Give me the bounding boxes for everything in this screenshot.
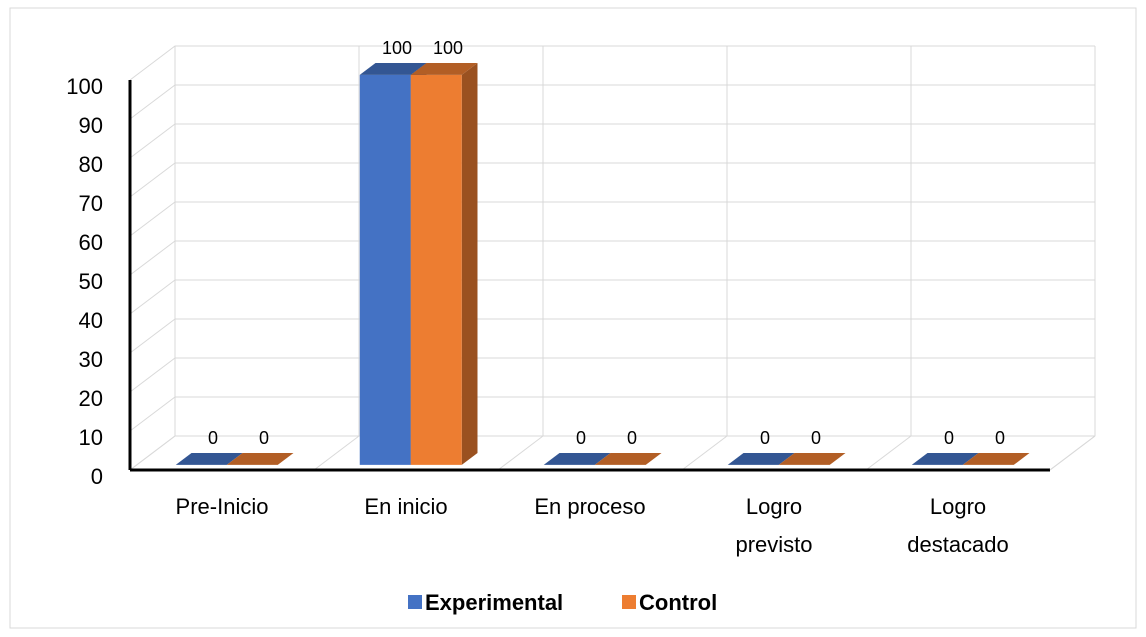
bar (543, 453, 611, 465)
grid-line (129, 123, 1095, 159)
bar (911, 453, 979, 465)
data-label: 0 (944, 428, 954, 448)
bar (226, 453, 294, 465)
bar (962, 453, 1030, 465)
grid-line (129, 357, 1095, 393)
data-label: 0 (259, 428, 269, 448)
data-label: 0 (576, 428, 586, 448)
y-tick-label: 60 (79, 230, 103, 255)
grid-line (129, 162, 1095, 198)
floor-line (313, 435, 360, 471)
y-tick-label: 40 (79, 308, 103, 333)
bar-top (911, 453, 979, 465)
y-tick-label: 10 (79, 425, 103, 450)
grid-line (129, 396, 1095, 432)
bar (410, 63, 478, 465)
x-tick-label: Logro previsto (735, 494, 812, 557)
y-tick-label: 70 (79, 191, 103, 216)
bar (778, 453, 846, 465)
bar-top (226, 453, 294, 465)
floor-line (497, 435, 544, 471)
data-label: 0 (995, 428, 1005, 448)
bar (594, 453, 662, 465)
legend-swatch (622, 595, 636, 609)
y-tick-label: 20 (79, 386, 103, 411)
y-tick-label: 30 (79, 347, 103, 372)
y-tick-label: 80 (79, 152, 103, 177)
legend-label: Experimental (425, 590, 563, 615)
floor-edge (1049, 435, 1096, 471)
bar (175, 453, 243, 465)
x-tick-label-line: destacado (907, 532, 1009, 557)
bar-top (727, 453, 795, 465)
data-label: 0 (760, 428, 770, 448)
bar-top (175, 453, 243, 465)
grid-line (129, 240, 1095, 276)
data-label: 0 (811, 428, 821, 448)
x-tick-label-line: Logro (746, 494, 802, 519)
floor-line (865, 435, 912, 471)
x-tick-label: Logro destacado (907, 494, 1009, 557)
y-tick-label: 100 (66, 74, 103, 99)
data-label: 100 (433, 38, 463, 58)
x-tick-label: En inicio (364, 494, 447, 519)
bar-top (594, 453, 662, 465)
bar-top (543, 453, 611, 465)
grid-line (129, 45, 1095, 81)
x-tick-label: En proceso (534, 494, 645, 519)
data-label: 0 (627, 428, 637, 448)
bar-side (461, 63, 478, 465)
x-tick-label-line: previsto (735, 532, 812, 557)
bar (727, 453, 795, 465)
y-tick-label: 0 (91, 464, 103, 489)
bar-top (778, 453, 846, 465)
bar-top (359, 63, 427, 75)
floor-line (681, 435, 728, 471)
grid-line (129, 318, 1095, 354)
grid-line (129, 435, 1095, 471)
y-tick-label: 90 (79, 113, 103, 138)
data-label: 100 (382, 38, 412, 58)
y-tick-label: 50 (79, 269, 103, 294)
bar-front (359, 74, 411, 465)
grid-line (129, 279, 1095, 315)
grid-line (129, 201, 1095, 237)
x-tick-label-line: Logro (930, 494, 986, 519)
bar-top (410, 63, 478, 75)
legend-swatch (408, 595, 422, 609)
legend-label: Control (639, 590, 717, 615)
bar-top (962, 453, 1030, 465)
chart-border (9, 7, 1137, 629)
grid-line (129, 84, 1095, 120)
data-label: 0 (208, 428, 218, 448)
x-tick-label: Pre-Inicio (176, 494, 269, 519)
bar-front (410, 74, 462, 465)
